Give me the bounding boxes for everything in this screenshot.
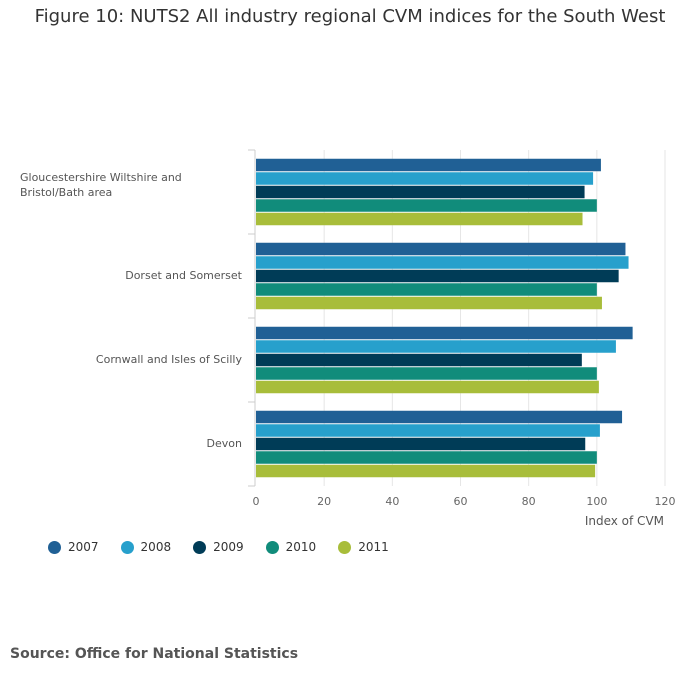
bar-2011-2 — [256, 380, 599, 394]
x-tick-label: 0 — [253, 495, 260, 508]
legend-label: 2009 — [213, 540, 244, 554]
x-tick-label: 100 — [586, 495, 607, 508]
x-axis-title: Index of CVM — [584, 514, 664, 528]
legend-marker-icon — [265, 540, 279, 554]
bar-2008-1 — [256, 256, 629, 269]
bar-2009-2 — [256, 353, 582, 367]
chart-title: Figure 10: NUTS2 All industry regional C… — [34, 6, 666, 27]
x-tick-label: 40 — [385, 495, 399, 508]
legend-item-2011[interactable]: 2011 — [338, 540, 389, 554]
legend-item-2009[interactable]: 2009 — [193, 540, 244, 554]
bar-2007-0 — [256, 158, 601, 172]
bar-2009-0 — [256, 185, 585, 199]
legend-item-2007[interactable]: 2007 — [48, 540, 99, 554]
category-label: Cornwall and Isles of Scilly — [95, 353, 242, 366]
legend-marker-icon — [48, 540, 61, 554]
legend-marker-icon — [193, 540, 207, 554]
bar-2011-0 — [256, 212, 583, 226]
category-label: Gloucestershire Wiltshire and Bristol/Ba… — [20, 171, 182, 199]
bar-2010-3 — [256, 451, 597, 464]
legend: 2007 2008 2009 2010 2011 — [48, 540, 389, 554]
category-label: Dorset and Somerset — [125, 269, 242, 282]
legend-label: 2008 — [140, 540, 172, 554]
bar-2011-3 — [256, 464, 596, 478]
bar-2010-0 — [256, 199, 597, 212]
legend-label: 2007 — [68, 540, 99, 554]
legend-label: 2010 — [285, 540, 317, 554]
bar-2007-1 — [256, 242, 626, 256]
bar-2008-0 — [256, 172, 594, 185]
x-tick-label: 20 — [317, 495, 331, 508]
bar-2009-3 — [256, 437, 586, 451]
x-tick-label: 80 — [522, 495, 536, 508]
bar-2010-2 — [256, 367, 597, 380]
bar-2007-2 — [256, 326, 633, 340]
bar-2008-3 — [256, 424, 600, 437]
x-tick-label: 60 — [454, 495, 468, 508]
legend-marker-icon — [338, 540, 352, 554]
bar-2011-1 — [256, 296, 602, 310]
legend-item-2008[interactable]: 2008 — [120, 540, 172, 554]
bar-2009-1 — [256, 269, 619, 283]
bar-2008-2 — [256, 340, 616, 353]
bar-2007-3 — [256, 410, 623, 424]
x-tick-label: 120 — [655, 495, 676, 508]
legend-item-2010[interactable]: 2010 — [265, 540, 317, 554]
legend-marker-icon — [120, 540, 134, 554]
category-label: Devon — [206, 437, 242, 450]
legend-label: 2011 — [358, 540, 389, 554]
source-note: Source: Office for National Statistics — [10, 646, 299, 662]
bar-2010-1 — [256, 283, 597, 296]
